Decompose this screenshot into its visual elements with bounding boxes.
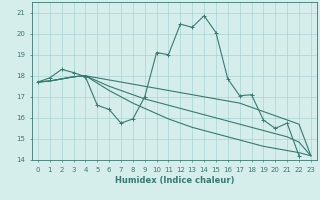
X-axis label: Humidex (Indice chaleur): Humidex (Indice chaleur) [115,176,234,185]
